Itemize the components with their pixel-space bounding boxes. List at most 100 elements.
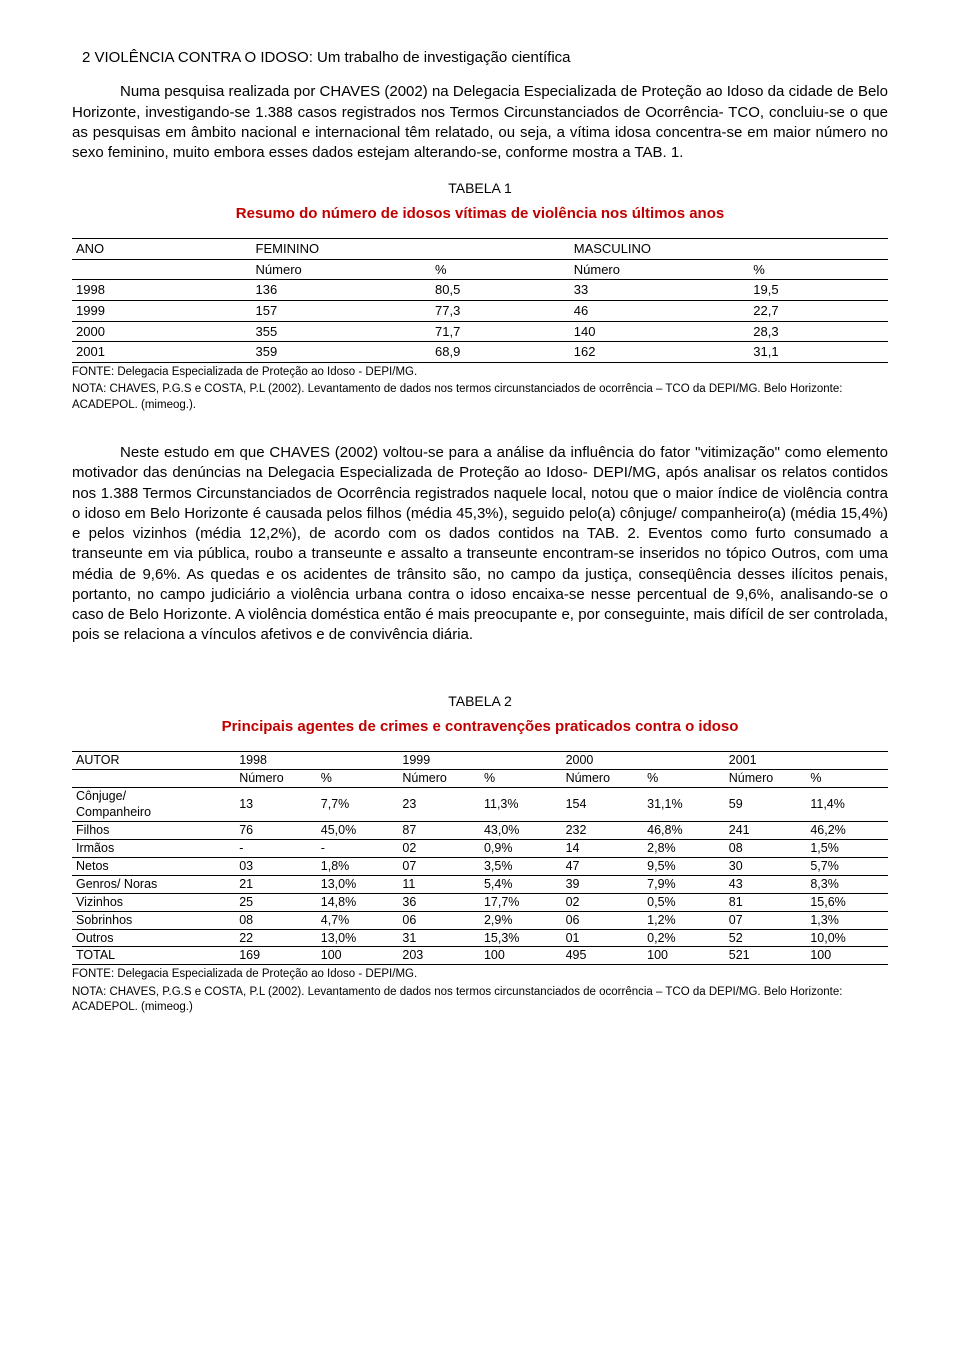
- table-cell: 11: [398, 875, 480, 893]
- table-cell: 4,7%: [317, 911, 399, 929]
- table-cell: 08: [235, 911, 317, 929]
- table-row: 200135968,916231,1: [72, 342, 888, 363]
- table-cell: Vizinhos: [72, 893, 235, 911]
- table-cell: Irmãos: [72, 840, 235, 858]
- table-cell: Outros: [72, 929, 235, 947]
- table-cell: 203: [398, 947, 480, 965]
- table-cell: 10,0%: [806, 929, 888, 947]
- table-cell: 76: [235, 822, 317, 840]
- paragraph-2: Neste estudo em que CHAVES (2002) voltou…: [72, 443, 888, 646]
- table-cell: 140: [570, 321, 750, 342]
- table-cell: 136: [252, 280, 432, 301]
- table-cell: 9,5%: [643, 858, 725, 876]
- paragraph-1: Numa pesquisa realizada por CHAVES (2002…: [72, 82, 888, 163]
- t2-sh-4: %: [480, 769, 562, 787]
- table-cell: 77,3: [431, 301, 570, 322]
- table-cell: 3,5%: [480, 858, 562, 876]
- table-cell: 8,3%: [806, 875, 888, 893]
- table-cell: 59: [725, 787, 807, 822]
- table-cell: 33: [570, 280, 750, 301]
- table-cell: 71,7: [431, 321, 570, 342]
- table-cell: 06: [562, 911, 644, 929]
- table-cell: 87: [398, 822, 480, 840]
- table-row: Outros2213,0%3115,3%010,2%5210,0%: [72, 929, 888, 947]
- table-cell: 22,7: [749, 301, 888, 322]
- table-cell: 43: [725, 875, 807, 893]
- table-cell: 13: [235, 787, 317, 822]
- t1-sh-3: Número: [570, 259, 750, 280]
- table-cell: 100: [806, 947, 888, 965]
- table-cell: -: [317, 840, 399, 858]
- table-cell: Filhos: [72, 822, 235, 840]
- table-row: 199915777,34622,7: [72, 301, 888, 322]
- table-cell: 39: [562, 875, 644, 893]
- table-cell: 2001: [72, 342, 252, 363]
- table-cell: Cônjuge/Companheiro: [72, 787, 235, 822]
- table-cell: 241: [725, 822, 807, 840]
- table-cell: 154: [562, 787, 644, 822]
- table-cell: 0,5%: [643, 893, 725, 911]
- table-cell: 46: [570, 301, 750, 322]
- table-row: TOTAL169100203100495100521100: [72, 947, 888, 965]
- table-cell: 17,7%: [480, 893, 562, 911]
- table-cell: 80,5: [431, 280, 570, 301]
- table-cell: 19,5: [749, 280, 888, 301]
- t2-sh-5: Número: [562, 769, 644, 787]
- table-cell: 31,1%: [643, 787, 725, 822]
- table-cell: 68,9: [431, 342, 570, 363]
- table-cell: Genros/ Noras: [72, 875, 235, 893]
- table-cell: Netos: [72, 858, 235, 876]
- table2-fonte: FONTE: Delegacia Especializada de Proteç…: [72, 967, 888, 983]
- table-cell: 02: [562, 893, 644, 911]
- table-cell: 28,3: [749, 321, 888, 342]
- table1-label: TABELA 1: [72, 179, 888, 198]
- t2-sh-8: %: [806, 769, 888, 787]
- table-cell: 36: [398, 893, 480, 911]
- table-cell: 01: [562, 929, 644, 947]
- table-cell: 1,3%: [806, 911, 888, 929]
- t2-h-1999: 1999: [398, 751, 561, 769]
- t2-h-autor: AUTOR: [72, 751, 235, 769]
- t2-sh-1: Número: [235, 769, 317, 787]
- table-cell: 31,1: [749, 342, 888, 363]
- table-cell: 08: [725, 840, 807, 858]
- table-row: 200035571,714028,3: [72, 321, 888, 342]
- table-cell: 359: [252, 342, 432, 363]
- table-cell: 7,9%: [643, 875, 725, 893]
- table-cell: 5,7%: [806, 858, 888, 876]
- table-cell: 07: [398, 858, 480, 876]
- table-cell: 03: [235, 858, 317, 876]
- section-title: 2 VIOLÊNCIA CONTRA O IDOSO: Um trabalho …: [82, 48, 888, 68]
- table1: ANO FEMININO MASCULINO Número % Número %…: [72, 238, 888, 362]
- table-cell: 11,4%: [806, 787, 888, 822]
- table-cell: 15,3%: [480, 929, 562, 947]
- table-cell: 31: [398, 929, 480, 947]
- t2-sh-0: [72, 769, 235, 787]
- table-cell: 169: [235, 947, 317, 965]
- table-cell: 1,5%: [806, 840, 888, 858]
- table-cell: 45,0%: [317, 822, 399, 840]
- table-cell: TOTAL: [72, 947, 235, 965]
- table-cell: 47: [562, 858, 644, 876]
- table2-label: TABELA 2: [72, 692, 888, 711]
- table-cell: 2,9%: [480, 911, 562, 929]
- table2-caption: Principais agentes de crimes e contraven…: [72, 717, 888, 737]
- table-cell: 1998: [72, 280, 252, 301]
- table-cell: 5,4%: [480, 875, 562, 893]
- table-cell: 52: [725, 929, 807, 947]
- t2-sh-2: %: [317, 769, 399, 787]
- table-cell: 22: [235, 929, 317, 947]
- table-cell: 100: [643, 947, 725, 965]
- t1-sh-4: %: [749, 259, 888, 280]
- table-cell: 157: [252, 301, 432, 322]
- table-cell: 521: [725, 947, 807, 965]
- table-cell: 0,9%: [480, 840, 562, 858]
- t1-sh-1: Número: [252, 259, 432, 280]
- table1-caption: Resumo do número de idosos vítimas de vi…: [72, 204, 888, 224]
- table-cell: 2000: [72, 321, 252, 342]
- t1-sh-0: [72, 259, 252, 280]
- table1-fonte: FONTE: Delegacia Especializada de Proteç…: [72, 365, 888, 381]
- t1-h-masc: MASCULINO: [570, 239, 888, 260]
- t2-sh-7: Número: [725, 769, 807, 787]
- t2-sh-6: %: [643, 769, 725, 787]
